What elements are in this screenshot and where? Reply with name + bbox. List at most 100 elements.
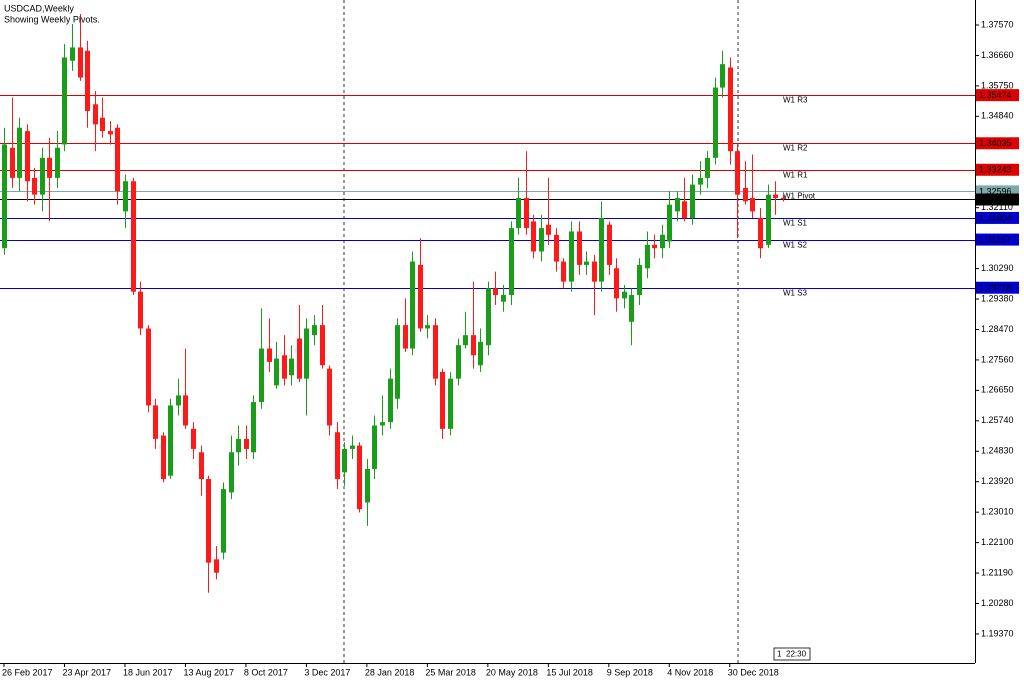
candle-body — [115, 127, 120, 192]
x-tick-label: 28 Jan 2018 — [365, 667, 415, 677]
candle-body — [93, 104, 98, 125]
candle-body — [773, 194, 778, 198]
pivot-price-box — [976, 137, 1019, 150]
candle-body — [652, 244, 657, 249]
candle-body — [554, 234, 559, 262]
candle-body — [47, 157, 52, 178]
candle-body — [199, 452, 204, 480]
candle-body — [592, 261, 597, 282]
pivot-price-box — [976, 211, 1019, 224]
pivot-price-label: 1.33243 — [979, 165, 1012, 175]
candle-body — [78, 47, 83, 78]
candle-body — [176, 395, 181, 406]
y-tick-label: 1.25740 — [981, 415, 1014, 425]
candle-body — [735, 151, 740, 195]
candle-body — [607, 224, 612, 265]
candle-body — [478, 341, 483, 366]
x-tick-label: 15 Jul 2018 — [546, 667, 593, 677]
candle-body — [471, 335, 476, 356]
candle-body — [622, 291, 627, 299]
candle-body — [433, 325, 438, 379]
candle-body — [327, 368, 332, 426]
candle-body — [214, 559, 219, 573]
candle-body — [766, 194, 771, 245]
x-tick-label: 30 Dec 2018 — [728, 667, 779, 677]
candle-body — [637, 264, 642, 296]
candle-body — [440, 371, 445, 429]
pivot-price-label: 1.32596 — [979, 186, 1012, 196]
y-tick-label: 1.28470 — [981, 324, 1014, 334]
candle-body — [531, 221, 536, 252]
x-tick-label: 23 Apr 2017 — [62, 667, 111, 677]
current-price-label: 1.32376 — [979, 194, 1012, 204]
candle-body — [645, 244, 650, 269]
candle-body — [183, 395, 188, 426]
candle-body — [380, 422, 385, 426]
candle-body — [705, 157, 710, 178]
candle-body — [62, 57, 67, 145]
y-tick-label: 1.35750 — [981, 80, 1014, 90]
candle-body — [304, 328, 309, 379]
candle-body — [546, 224, 551, 235]
pivot-name: W1 R1 — [783, 171, 808, 180]
y-tick-label: 1.37570 — [981, 19, 1014, 29]
pivot-name: W1 S3 — [783, 289, 808, 298]
x-tick-label: 8 Oct 2017 — [244, 667, 288, 677]
pivot-price-box — [976, 281, 1019, 294]
candle-body — [728, 67, 733, 152]
candle-body — [123, 181, 128, 212]
candle-body — [448, 378, 453, 429]
pivot-name: W1 R2 — [783, 144, 808, 153]
y-tick-label: 1.23920 — [981, 476, 1014, 486]
x-tick-label: 9 Sep 2018 — [607, 667, 653, 677]
y-tick-label: 1.22100 — [981, 537, 1014, 547]
candle-body — [221, 489, 226, 553]
candle-body — [259, 348, 264, 403]
chart-subtitle: Showing Weekly Pivots. — [4, 14, 100, 24]
pivot-name: W1 S1 — [783, 219, 808, 228]
status-bar-count: 1 — [777, 650, 782, 659]
y-tick-label: 1.21190 — [981, 567, 1013, 577]
y-tick-label: 1.34840 — [981, 111, 1014, 121]
pivot-name: W1 R3 — [783, 96, 808, 105]
candle-body — [70, 47, 75, 61]
pivot-name: W1 S2 — [783, 241, 808, 250]
y-tick-label: 1.27560 — [981, 354, 1014, 364]
y-tick-label: 1.36660 — [981, 50, 1014, 60]
status-time: 22:30 — [786, 650, 807, 659]
pivot-price-label: 1.31804 — [979, 213, 1012, 223]
candle-body — [675, 197, 680, 212]
candle-body — [206, 479, 211, 563]
candle-body — [335, 432, 340, 480]
candle-body — [2, 144, 7, 249]
pivot-price-box — [976, 163, 1019, 176]
chart-title: USDCAD,Weekly — [4, 3, 74, 13]
candle-body — [713, 87, 718, 158]
candle-body — [395, 325, 400, 399]
candle-body — [25, 131, 30, 182]
candle-body — [599, 218, 604, 282]
candle-body — [720, 64, 725, 88]
candle-body — [577, 231, 582, 265]
candle-body — [425, 325, 430, 329]
candle-body — [342, 448, 347, 473]
candle-body — [131, 181, 136, 292]
pivot-price-box — [976, 89, 1019, 102]
candle-body — [667, 204, 672, 242]
candle-body — [191, 428, 196, 449]
candle-body — [161, 435, 166, 480]
candle-body — [168, 405, 173, 476]
x-tick-label: 3 Dec 2017 — [304, 667, 350, 677]
candle-body — [236, 438, 241, 453]
candle-body — [297, 338, 302, 379]
y-tick-label: 1.24830 — [981, 446, 1014, 456]
candle-body — [32, 177, 37, 195]
candle-body — [524, 197, 529, 229]
candle-body — [388, 378, 393, 423]
candle-body — [55, 147, 60, 178]
candle-body — [365, 469, 370, 503]
candle-body — [40, 157, 45, 195]
current-price-box — [976, 193, 1019, 206]
candle-body — [750, 197, 755, 212]
